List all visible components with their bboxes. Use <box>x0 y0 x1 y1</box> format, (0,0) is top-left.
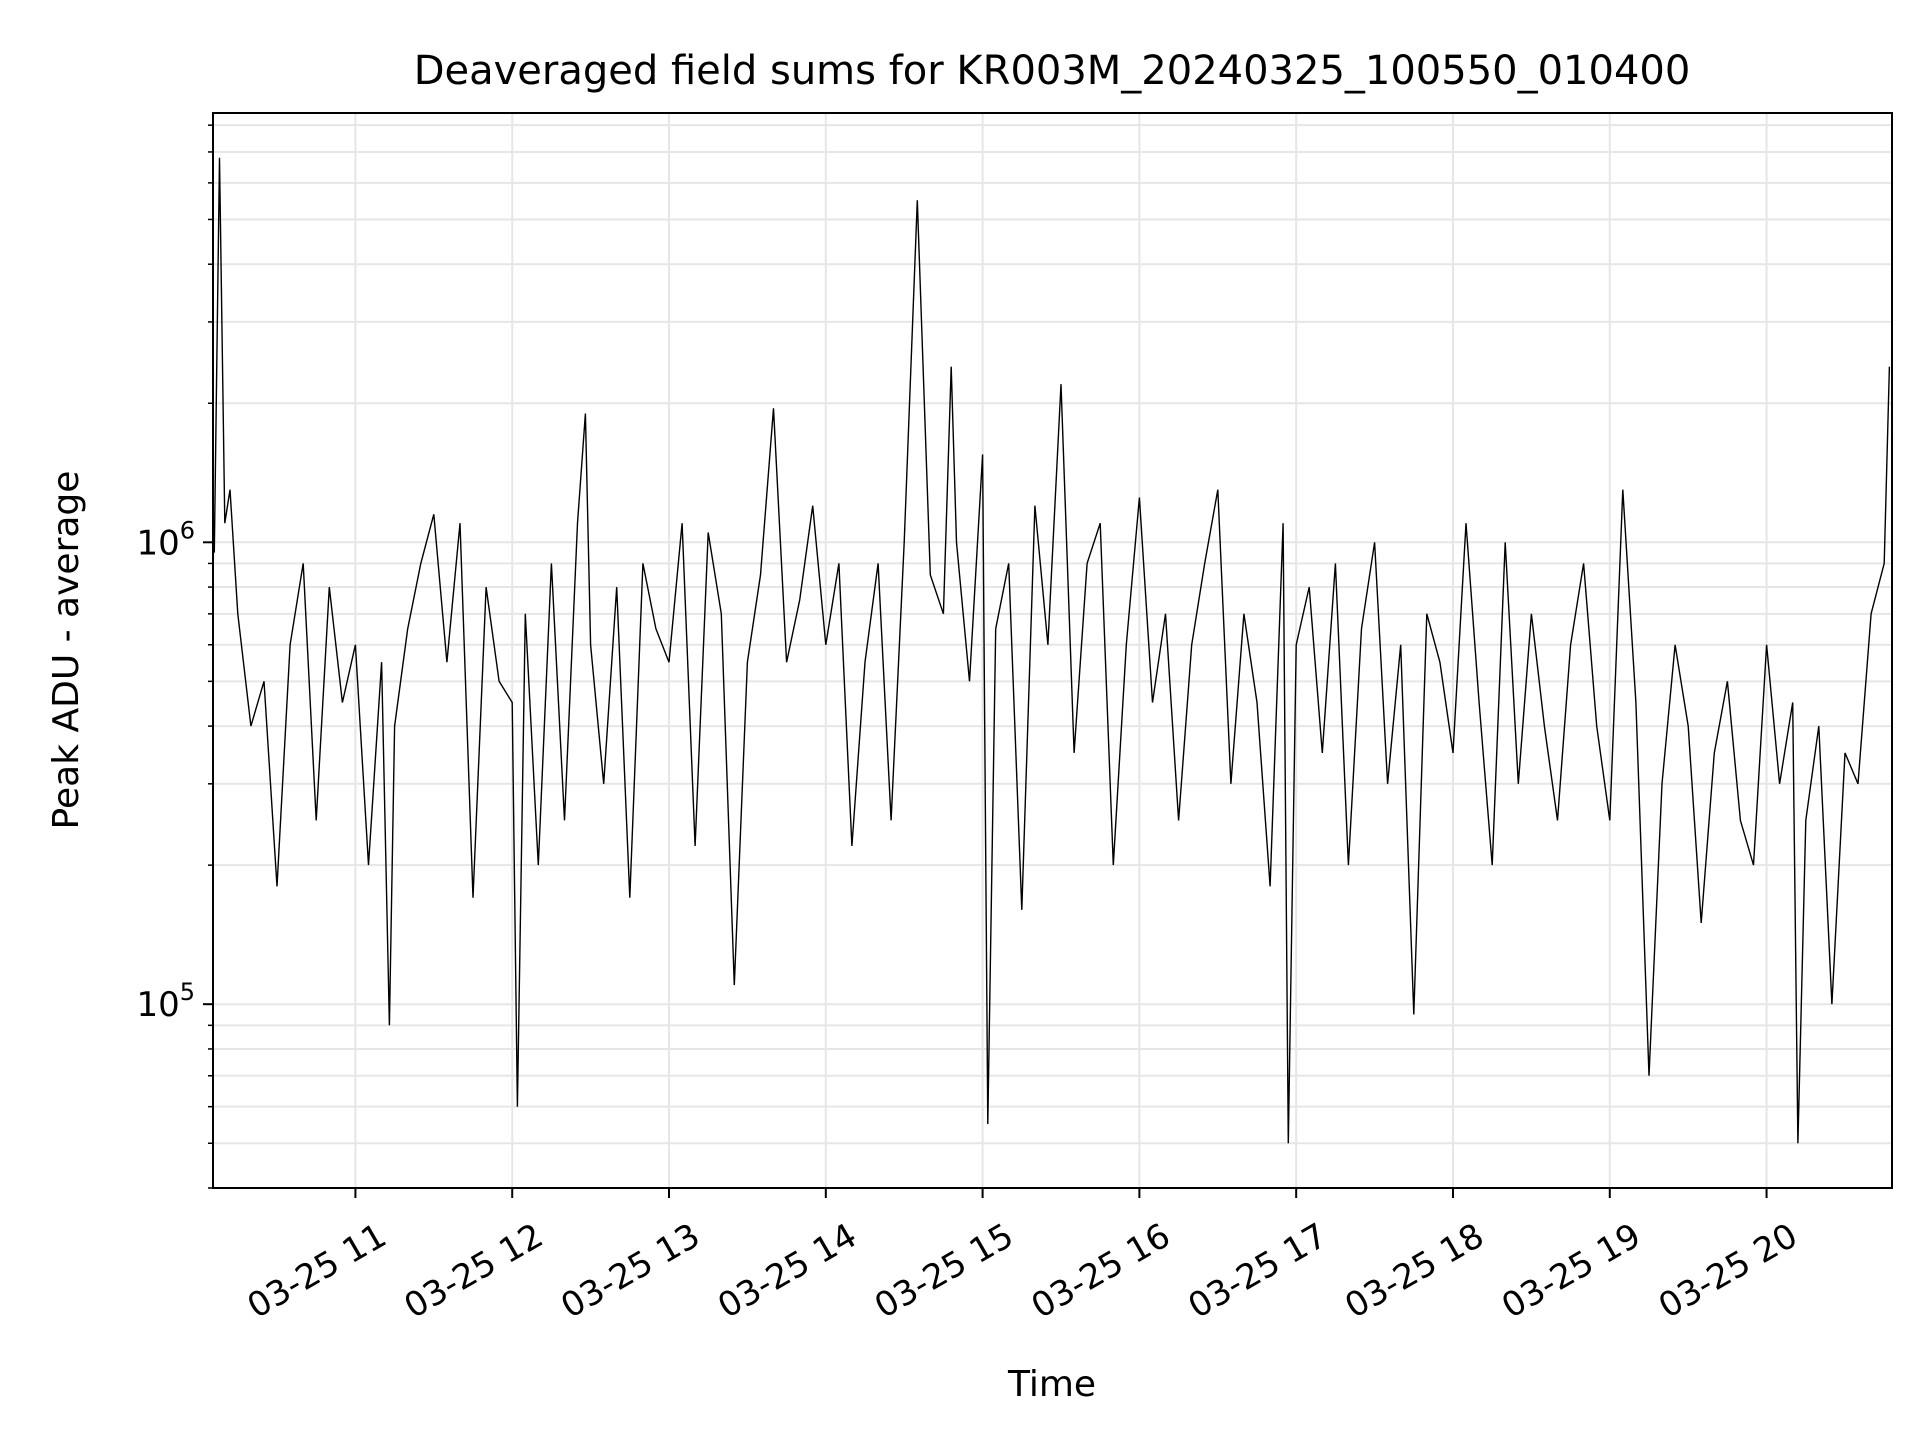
y-tick-base: 10 <box>136 985 179 1025</box>
x-tick-label: 03-25 14 <box>711 1216 863 1327</box>
plot-frame <box>212 112 1893 1189</box>
series-layer <box>213 157 1891 1144</box>
x-tick-label: 03-25 16 <box>1025 1216 1177 1327</box>
series-line <box>213 157 1891 1144</box>
y-tick-label: 105 <box>136 978 195 1025</box>
x-tick-label: 03-25 18 <box>1338 1216 1490 1327</box>
x-tick-label: 03-25 20 <box>1652 1216 1804 1327</box>
y-tick-exponent: 5 <box>180 978 195 1006</box>
x-tick-label: 03-25 19 <box>1495 1216 1647 1327</box>
chart-title: Deaveraged field sums for KR003M_2024032… <box>414 48 1691 94</box>
x-axis-label: Time <box>1007 1364 1096 1405</box>
x-tick-label: 03-25 11 <box>241 1216 393 1327</box>
y-tick-exponent: 6 <box>180 516 195 544</box>
y-tick-label: 106 <box>136 516 195 563</box>
x-tick-label: 03-25 17 <box>1182 1216 1334 1327</box>
x-tick-label: 03-25 13 <box>554 1216 706 1327</box>
y-axis-label: Peak ADU - average <box>46 471 87 830</box>
x-tick-label: 03-25 12 <box>398 1216 550 1327</box>
y-tick-base: 10 <box>136 523 179 563</box>
x-tick-label: 03-25 15 <box>868 1216 1020 1327</box>
